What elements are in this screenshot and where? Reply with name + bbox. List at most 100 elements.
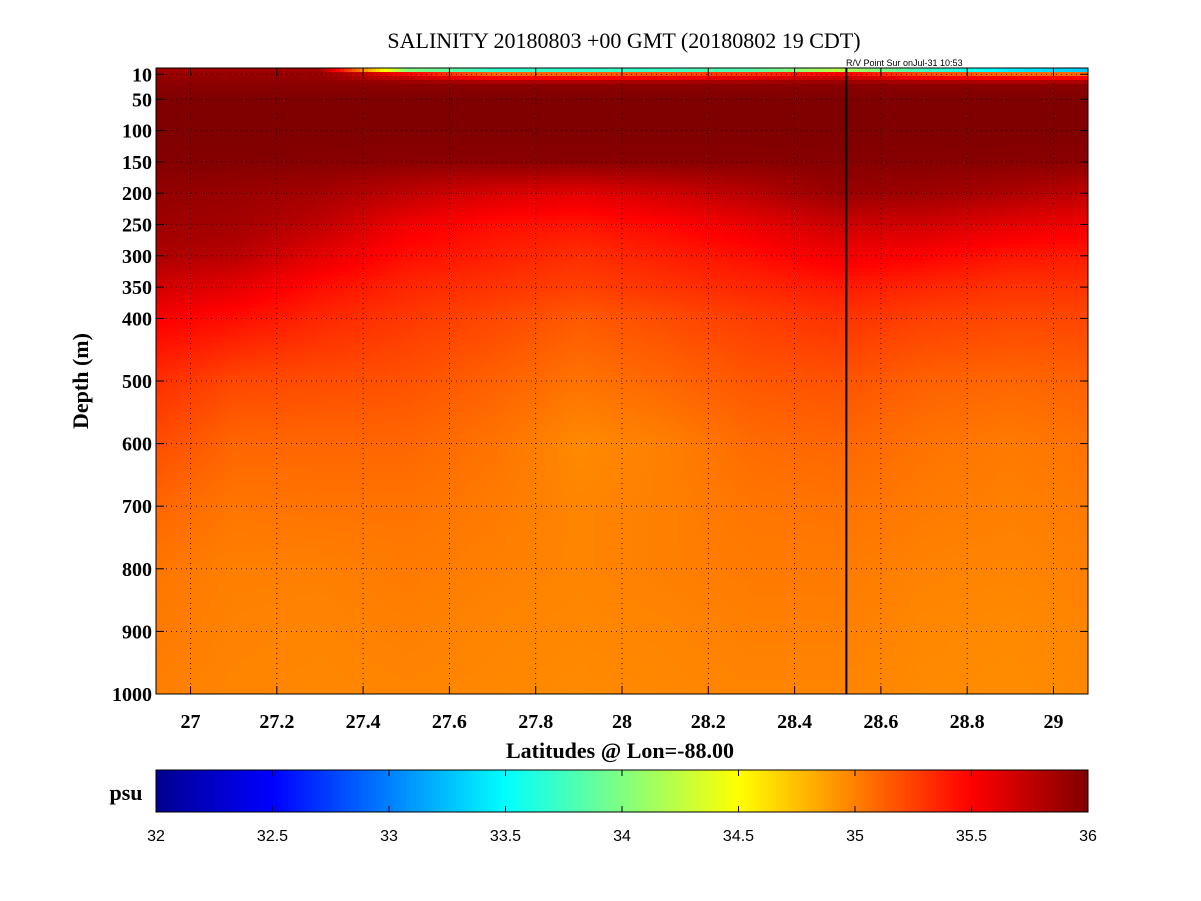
- heatmap-cell: [300, 104, 305, 109]
- heatmap-cell: [264, 92, 269, 97]
- heatmap-cell: [256, 116, 261, 121]
- heatmap-cell: [704, 84, 709, 89]
- heatmap-cell: [744, 88, 749, 93]
- heatmap-cell: [224, 140, 229, 145]
- heatmap-cell: [272, 152, 277, 157]
- heatmap-cell: [544, 88, 549, 93]
- heatmap-cell: [680, 132, 685, 137]
- heatmap-cell: [852, 120, 857, 125]
- heatmap-cell: [1048, 120, 1053, 125]
- heatmap-cell: [548, 116, 553, 121]
- heatmap-cell: [624, 144, 629, 149]
- heatmap-cell: [1052, 124, 1057, 129]
- heatmap-cell: [272, 132, 277, 137]
- heatmap-cell: [744, 84, 749, 89]
- heatmap-cell: [948, 96, 953, 101]
- heatmap-cell: [856, 92, 861, 97]
- heatmap-cell: [736, 128, 741, 133]
- heatmap-cell: [1036, 76, 1041, 81]
- heatmap-cell: [764, 80, 769, 85]
- heatmap-cell: [896, 124, 901, 129]
- heatmap-cell: [760, 92, 765, 97]
- heatmap-cell: [356, 76, 361, 81]
- heatmap-cell: [1076, 132, 1081, 137]
- heatmap-cell: [528, 116, 533, 121]
- heatmap-cell: [1084, 148, 1088, 153]
- heatmap-cell: [596, 144, 601, 149]
- heatmap-cell: [236, 124, 241, 129]
- heatmap-cell: [1040, 100, 1045, 105]
- heatmap-cell: [936, 100, 941, 105]
- heatmap-cell: [312, 140, 317, 145]
- heatmap-cell: [576, 140, 581, 145]
- heatmap-cell: [808, 104, 813, 109]
- heatmap-cell: [324, 88, 329, 93]
- heatmap-cell: [676, 128, 681, 133]
- heatmap-cell: [212, 120, 217, 125]
- heatmap-cell: [352, 120, 357, 125]
- heatmap-cell: [380, 100, 385, 105]
- heatmap-cell: [576, 136, 581, 141]
- heatmap-cell: [336, 68, 341, 73]
- heatmap-cell: [768, 120, 773, 125]
- heatmap-cell: [576, 128, 581, 133]
- heatmap-cell: [320, 80, 325, 85]
- heatmap-cell: [1052, 132, 1057, 137]
- heatmap-cell: [1076, 68, 1081, 73]
- heatmap-cell: [532, 88, 537, 93]
- heatmap-cell: [168, 76, 173, 81]
- heatmap-cell: [416, 148, 421, 153]
- heatmap-cell: [716, 108, 721, 113]
- heatmap-cell: [724, 132, 729, 137]
- heatmap-cell: [192, 72, 197, 77]
- heatmap-cell: [1068, 124, 1073, 129]
- heatmap-cell: [1056, 132, 1061, 137]
- heatmap-cell: [980, 92, 985, 97]
- heatmap-cell: [396, 116, 401, 121]
- heatmap-cell: [500, 84, 505, 89]
- heatmap-cell: [504, 84, 509, 89]
- heatmap-cell: [708, 120, 713, 125]
- heatmap-cell: [408, 72, 413, 77]
- heatmap-cell: [784, 100, 789, 105]
- heatmap-cell: [1036, 104, 1041, 109]
- heatmap-cell: [212, 140, 217, 145]
- heatmap-cell: [312, 100, 317, 105]
- heatmap-cell: [388, 72, 393, 77]
- heatmap-cell: [800, 144, 805, 149]
- heatmap-cell: [948, 68, 953, 73]
- heatmap-cell: [428, 96, 433, 101]
- heatmap-cell: [284, 120, 289, 125]
- heatmap-cell: [204, 140, 209, 145]
- heatmap-cell: [608, 148, 613, 153]
- heatmap-cell: [912, 104, 917, 109]
- heatmap-cell: [372, 152, 377, 157]
- heatmap-cell: [1056, 100, 1061, 105]
- heatmap-cell: [320, 68, 325, 73]
- heatmap-cell: [420, 136, 425, 141]
- heatmap-cell: [696, 128, 701, 133]
- heatmap-cell: [876, 96, 881, 101]
- heatmap-cell: [824, 108, 829, 113]
- heatmap-cell: [960, 116, 965, 121]
- heatmap-cell: [364, 144, 369, 149]
- heatmap-cell: [300, 76, 305, 81]
- heatmap-cell: [316, 80, 321, 85]
- heatmap-cell: [440, 140, 445, 145]
- heatmap-cell: [556, 108, 561, 113]
- heatmap-cell: [828, 104, 833, 109]
- heatmap-cell: [960, 92, 965, 97]
- heatmap-cell: [784, 116, 789, 121]
- heatmap-cell: [812, 88, 817, 93]
- heatmap-cell: [728, 68, 733, 73]
- heatmap-cell: [448, 80, 453, 85]
- heatmap-cell: [256, 80, 261, 85]
- heatmap-cell: [460, 132, 465, 137]
- heatmap-cell: [760, 72, 765, 77]
- heatmap-cell: [584, 148, 589, 153]
- heatmap-cell: [192, 152, 197, 157]
- heatmap-cell: [968, 68, 973, 73]
- heatmap-cell: [540, 80, 545, 85]
- heatmap-cell: [656, 108, 661, 113]
- heatmap-cell: [256, 152, 261, 157]
